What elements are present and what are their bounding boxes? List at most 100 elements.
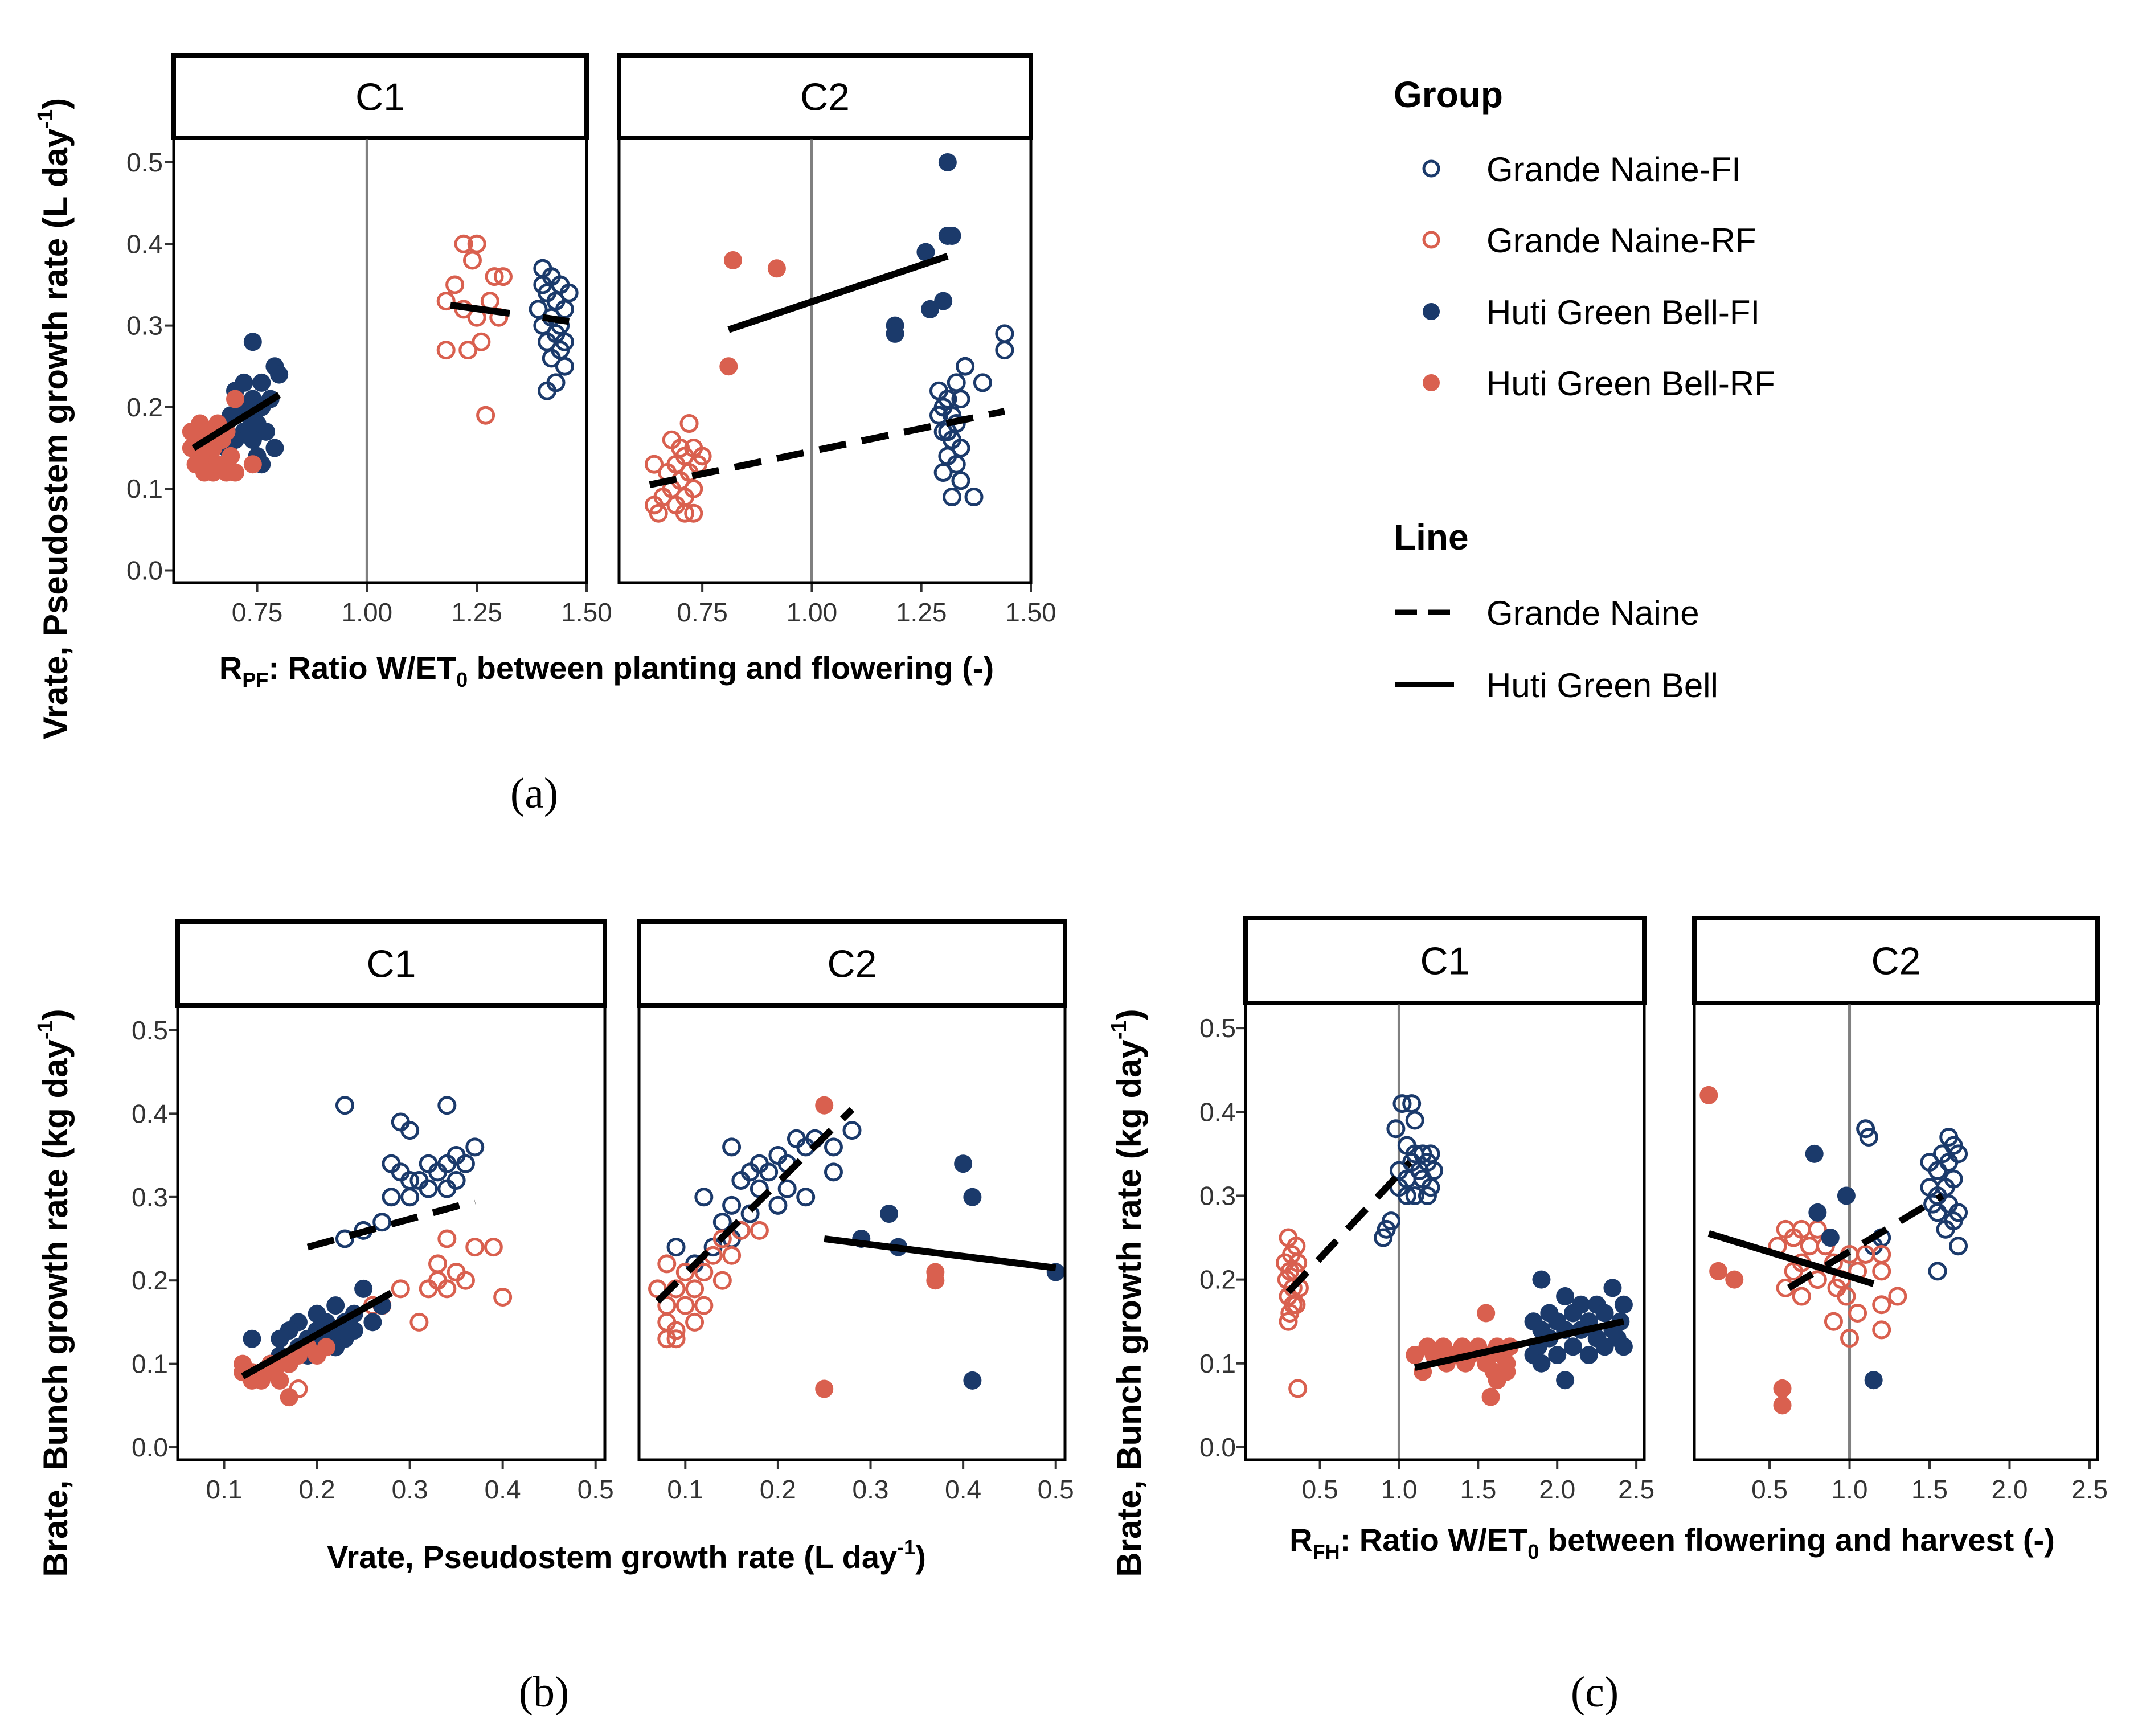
point-gn-rf: [684, 503, 703, 523]
point-gn-rf: [1888, 1287, 1907, 1306]
point-hgb-rf: [1725, 1270, 1744, 1289]
facet-panel-c-c1: [1244, 1001, 1646, 1461]
y-axis-label-a: Vrate, Pseudostem growth rate (L day-1): [34, 98, 75, 739]
point-gn-fi: [1928, 1262, 1947, 1281]
point-gn-fi: [555, 300, 574, 319]
x-tick-label: 2.0: [1991, 1475, 2028, 1504]
point-gn-fi: [951, 390, 970, 409]
point-gn-fi: [694, 1188, 714, 1207]
y-tick-label: 0.4: [132, 1099, 168, 1128]
x-tick-label: 0.1: [206, 1475, 243, 1504]
point-gn-rf: [645, 455, 664, 474]
facet-title-a-c2: C2: [800, 76, 850, 119]
point-hgb-rf: [767, 259, 786, 278]
point-hgb-rf: [226, 390, 244, 408]
point-gn-fi: [542, 349, 561, 368]
y-tick-label: 0.0: [132, 1432, 168, 1462]
point-hgb-fi: [921, 300, 940, 318]
fit-line-huti-green-bell: [542, 314, 570, 325]
point-hgb-fi: [1821, 1229, 1840, 1247]
point-gn-fi: [1386, 1119, 1406, 1139]
point-gn-fi: [533, 275, 552, 294]
point-gn-fi: [1936, 1219, 1955, 1239]
fit-line-huti-green-bell: [191, 392, 281, 451]
point-hgb-fi: [880, 1205, 899, 1223]
point-gn-fi: [796, 1188, 816, 1207]
point-gn-rf: [1280, 1303, 1300, 1323]
facet-panel-b-c2: [637, 1004, 1067, 1461]
point-gn-fi: [335, 1096, 354, 1115]
point-hgb-rf: [815, 1096, 834, 1115]
point-gn-fi: [1374, 1228, 1393, 1247]
point-hgb-fi: [243, 431, 262, 449]
legend-key-grande-naine-fi: [1422, 159, 1440, 178]
x-tick-label: 1.5: [1460, 1475, 1496, 1504]
facet-strip-c-c2: [1692, 916, 2100, 1005]
legend-label-huti-green-bell-line: Huti Green Bell: [1486, 666, 1718, 705]
facet-title-c-c1: C1: [1420, 940, 1470, 983]
point-hgb-fi: [243, 333, 262, 351]
point-gn-fi: [777, 1179, 797, 1198]
legend-key-huti-green-bell-rf: [1423, 374, 1440, 391]
point-hgb-rf: [222, 447, 240, 465]
point-gn-fi: [947, 373, 966, 392]
point-hgb-fi: [243, 1329, 261, 1348]
point-gn-rf: [458, 341, 478, 360]
facet-panel-a-c2: [617, 136, 1033, 584]
point-gn-fi: [538, 332, 557, 351]
point-hgb-rf: [1477, 1304, 1496, 1323]
point-gn-fi: [1402, 1094, 1422, 1113]
point-gn-fi: [465, 1137, 485, 1157]
point-hgb-rf: [271, 1371, 289, 1390]
x-tick-label: 2.5: [1618, 1475, 1654, 1504]
point-gn-fi: [529, 300, 548, 319]
y-tick-label: 0.1: [126, 474, 163, 503]
panel-label-b: (b): [519, 1668, 570, 1716]
point-gn-rf: [657, 1254, 677, 1274]
point-gn-rf: [712, 1271, 732, 1290]
point-gn-rf: [467, 234, 486, 253]
fit-line-grande-naine: [1285, 1160, 1413, 1295]
y-tick-label: 0.5: [132, 1016, 168, 1045]
facet-panel-a-c1: [172, 136, 588, 584]
point-gn-fi: [1397, 1186, 1416, 1205]
point-gn-rf: [484, 1238, 503, 1257]
panel-a: Vrate, Pseudostem growth rate (L day-1) …: [34, 98, 994, 817]
point-gn-fi: [400, 1188, 420, 1207]
fit-line-grande-naine: [1787, 1193, 1944, 1291]
point-gn-fi: [1418, 1186, 1437, 1205]
x-tick-label: 1.00: [342, 597, 393, 627]
point-gn-fi: [1405, 1111, 1424, 1130]
point-gn-fi: [943, 488, 962, 507]
x-tick-label: 0.1: [667, 1475, 703, 1504]
x-tick-label: 1.25: [896, 597, 947, 627]
y-tick-label: 0.0: [1199, 1432, 1236, 1462]
point-gn-fi: [722, 1195, 742, 1215]
point-gn-rf: [493, 1287, 513, 1307]
point-hgb-fi: [963, 1188, 982, 1206]
point-hgb-fi: [1532, 1354, 1551, 1373]
y-tick-label: 0.4: [1199, 1097, 1236, 1127]
facet-strip-b-c1: [175, 919, 607, 1008]
point-gn-fi: [964, 488, 984, 507]
point-hgb-fi: [271, 1329, 289, 1348]
point-hgb-fi: [1556, 1371, 1575, 1390]
point-gn-rf: [1848, 1303, 1867, 1323]
fit-line-huti-green-bell: [450, 301, 510, 317]
legend-label-grande-naine-line: Grande Naine: [1486, 594, 1699, 632]
point-gn-rf: [1837, 1287, 1856, 1306]
point-gn-rf: [1288, 1379, 1308, 1398]
legend-label-huti-green-bell-rf: Huti Green Bell-RF: [1486, 365, 1775, 403]
point-gn-rf: [409, 1312, 429, 1332]
panel-c: Brate, Bunch growth rate (kg day-1) RFH:…: [1107, 1009, 2055, 1716]
point-gn-fi: [382, 1188, 401, 1207]
point-hgb-fi: [1603, 1279, 1622, 1297]
point-gn-fi: [956, 357, 975, 376]
panel-b: Brate, Bunch growth rate (kg day-1) Vrat…: [34, 1009, 926, 1716]
point-gn-rf: [454, 234, 473, 253]
point-gn-rf: [1279, 1312, 1298, 1331]
point-hgb-fi: [354, 1279, 373, 1298]
point-gn-rf: [712, 1229, 732, 1248]
point-gn-rf: [1784, 1262, 1803, 1281]
